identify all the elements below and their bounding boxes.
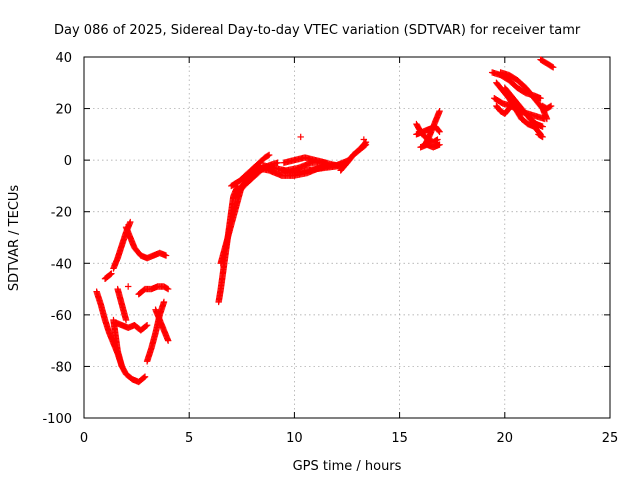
data-point: [505, 106, 512, 113]
data-point: [543, 115, 551, 123]
data-point: [546, 103, 554, 110]
data-point: [436, 141, 443, 148]
x-tick-label: 20: [497, 431, 514, 446]
data-point: [505, 105, 513, 112]
data-point: [436, 107, 443, 115]
y-tick-label: 0: [64, 154, 72, 169]
x-tick-labels: 0 5 10 15 20 25: [80, 431, 618, 446]
data-point: [539, 123, 546, 130]
data-point: [433, 136, 440, 144]
data-point: [361, 142, 369, 149]
y-tick-label: -80: [51, 360, 72, 375]
y-tick-labels: -100 -80 -60 -40 -20 0 20 40: [42, 51, 72, 427]
data-point: [118, 363, 126, 370]
data-point: [360, 136, 368, 143]
data-point: [164, 337, 172, 344]
data-point: [143, 322, 150, 330]
data-point: [539, 133, 546, 141]
data-point: [434, 136, 441, 143]
y-axis-label: SDTVAR / TECUs: [7, 185, 22, 292]
data-point: [274, 159, 281, 166]
data-point: [265, 151, 273, 159]
data-point: [124, 283, 132, 290]
data-point: [549, 64, 557, 71]
chart-title: Day 086 of 2025, Sidereal Day-to-day VTE…: [54, 23, 581, 38]
x-tick-label: 0: [80, 431, 88, 446]
y-tick-label: -100: [42, 412, 72, 427]
data-point: [538, 133, 545, 140]
data-point: [435, 127, 443, 135]
data-point: [537, 95, 544, 102]
x-tick-label: 10: [286, 431, 303, 446]
grid-lines: [84, 57, 610, 418]
data-point: [436, 128, 443, 135]
data-point: [143, 321, 151, 329]
data-point: [163, 285, 171, 292]
y-tick-label: 40: [55, 51, 72, 66]
y-tick-label: 20: [55, 103, 72, 118]
y-tick-label: -40: [51, 257, 72, 272]
data-point: [140, 374, 148, 381]
data-point: [141, 373, 149, 380]
data-point: [122, 316, 130, 324]
data-point: [108, 270, 115, 277]
data-point: [107, 271, 114, 278]
x-tick-label: 25: [602, 431, 619, 446]
data-points: [93, 56, 557, 386]
data-point: [127, 218, 134, 226]
plot-frame: [83, 56, 611, 419]
x-tick-label: 5: [185, 431, 193, 446]
data-point: [362, 141, 370, 148]
data-point: [297, 133, 304, 141]
data-point: [164, 285, 172, 293]
data-point: [160, 298, 168, 306]
data-point: [548, 63, 556, 70]
data-point: [264, 152, 272, 159]
y-tick-label: -20: [51, 206, 72, 221]
axis-ticks: [83, 56, 611, 419]
x-tick-label: 15: [391, 431, 408, 446]
x-axis-label: GPS time / hours: [293, 459, 402, 474]
data-point: [162, 252, 170, 259]
data-point: [547, 102, 555, 110]
y-tick-label: -60: [51, 309, 72, 324]
